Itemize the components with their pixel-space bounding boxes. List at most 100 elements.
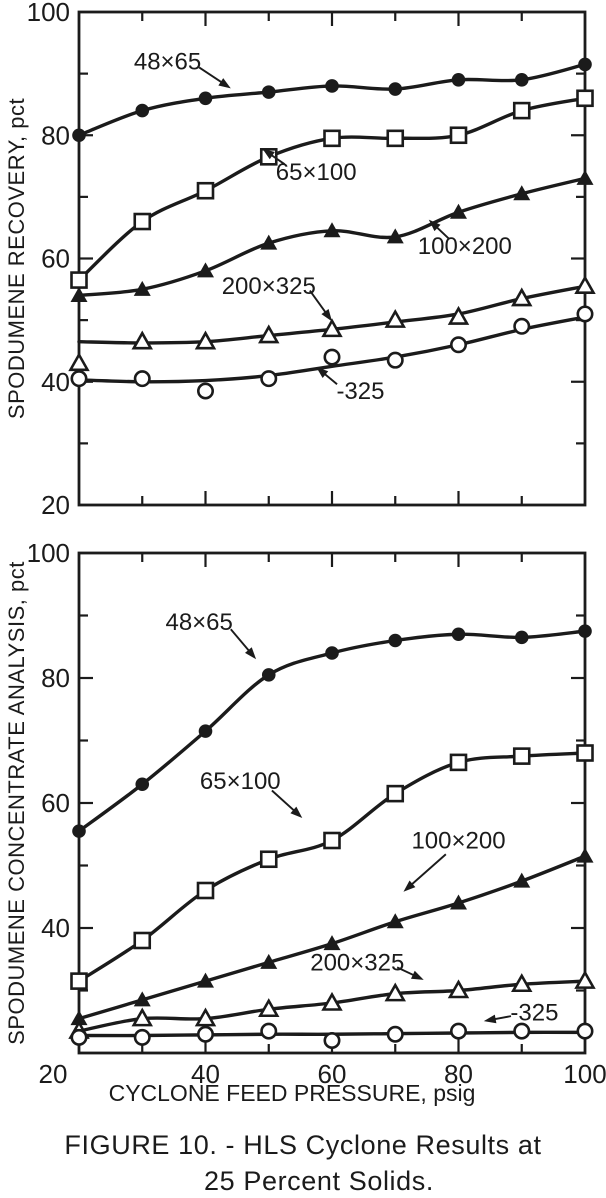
marker-open-triangle <box>194 1007 217 1027</box>
marker-filled-triangle <box>197 972 214 988</box>
marker-filled-circle <box>514 72 529 87</box>
marker-filled-circle <box>135 103 150 118</box>
marker-open-triangle <box>447 979 470 999</box>
marker-open-triangle <box>321 318 343 338</box>
marker-open-circle <box>449 336 467 354</box>
series-curve--325 <box>77 315 587 384</box>
marker-open-square <box>196 181 215 200</box>
marker-filled-triangle <box>70 1010 88 1026</box>
series-label--325: -325 <box>336 378 384 405</box>
marker-open-square <box>196 881 215 900</box>
annotation-arrowhead <box>245 647 257 660</box>
recovery-plot: 100 80 60 40 20 SPODUMENE RECOVERY, pct 48×65 6… <box>4 0 596 520</box>
marker-filled-circle <box>578 57 592 72</box>
marker-filled-circle <box>578 624 592 638</box>
marker-open-circle <box>386 351 404 369</box>
marker-filled-triangle <box>513 872 531 888</box>
annotation-arrowhead <box>262 148 275 160</box>
marker-filled-circle <box>135 777 150 792</box>
annotation-arrowhead <box>218 78 231 89</box>
marker-filled-triangle <box>133 991 151 1007</box>
marker-open-circle <box>133 370 151 388</box>
marker-filled-circle <box>451 72 466 87</box>
y-tick-label: 40 <box>41 367 70 397</box>
marker-open-triangle <box>511 973 533 993</box>
marker-filled-triangle <box>133 280 151 296</box>
marker-open-triangle <box>447 305 470 325</box>
marker-open-square <box>133 212 152 231</box>
marker-filled-triangle <box>450 894 467 910</box>
marker-open-square <box>449 753 468 772</box>
marker-open-circle <box>513 317 531 335</box>
y-tick-label: 100 <box>27 0 70 27</box>
series-label-200×325: 200×325 <box>310 949 404 976</box>
marker-open-circle <box>197 382 215 400</box>
marker-filled-triangle <box>323 935 341 951</box>
annotation-arrowhead <box>321 309 332 322</box>
y-tick-label: 100 <box>27 538 70 568</box>
annotation-arrowhead <box>483 1014 497 1024</box>
marker-open-triangle <box>574 275 596 295</box>
marker-filled-triangle <box>260 234 278 250</box>
annotation-arrow <box>407 853 447 889</box>
marker-open-circle <box>513 1022 531 1040</box>
marker-open-square <box>323 831 341 850</box>
marker-filled-triangle <box>513 185 531 201</box>
marker-filled-triangle <box>576 169 594 185</box>
marker-filled-triangle <box>450 203 467 219</box>
marker-open-circle <box>70 370 88 388</box>
series-label-200×325: 200×325 <box>222 273 316 300</box>
marker-open-square <box>386 784 405 803</box>
marker-open-square <box>70 972 88 990</box>
annotation-arrowhead <box>428 219 441 232</box>
series-label--325: -325 <box>510 999 558 1026</box>
marker-filled-circle <box>198 724 213 738</box>
marker-open-circle <box>260 370 278 388</box>
x-tick-label: 40 <box>191 1059 220 1089</box>
plot-border <box>77 551 587 1055</box>
series-label-100×200: 100×200 <box>418 233 512 260</box>
marker-open-triangle <box>321 991 343 1011</box>
marker-open-triangle <box>258 324 280 344</box>
marker-open-circle <box>133 1028 151 1046</box>
marker-open-square <box>259 850 278 869</box>
y-tick-label: 60 <box>41 788 70 818</box>
x-tick-label: 20 <box>39 1059 68 1089</box>
annotation-arrowhead <box>410 970 424 980</box>
y-tick-label: 20 <box>41 490 70 520</box>
marker-open-triangle <box>384 982 406 1002</box>
marker-filled-triangle <box>197 262 214 278</box>
marker-open-circle <box>70 1028 88 1046</box>
marker-filled-triangle <box>386 228 404 244</box>
marker-open-circle <box>449 1022 467 1040</box>
x-tick-label: 100 <box>563 1059 606 1089</box>
marker-open-triangle <box>258 998 280 1018</box>
y-tick-label: 40 <box>41 913 70 943</box>
marker-open-circle <box>576 305 594 323</box>
marker-open-square <box>512 747 531 765</box>
marker-filled-circle <box>261 668 276 682</box>
figure-caption-line-1: FIGURE 10. - HLS Cyclone Results at <box>64 1130 542 1160</box>
marker-filled-circle <box>325 646 339 660</box>
marker-open-triangle <box>131 330 153 350</box>
y-tick-label: 60 <box>41 244 70 274</box>
series-label-48×65: 48×65 <box>165 609 232 636</box>
annotation-arrowhead <box>290 806 303 818</box>
marker-open-square <box>323 129 341 148</box>
marker-filled-triangle <box>70 286 88 302</box>
marker-filled-circle <box>72 128 86 143</box>
marker-open-square <box>70 271 88 289</box>
y-axis-title: SPODUMENE RECOVERY, pct <box>4 98 29 419</box>
marker-open-circle <box>197 1025 215 1043</box>
marker-open-triangle <box>194 330 217 350</box>
series-label-48×65: 48×65 <box>134 48 201 75</box>
series-label-65×100: 65×100 <box>200 768 281 795</box>
x-tick-label: 60 <box>318 1059 347 1089</box>
marker-open-square <box>449 126 468 145</box>
y-tick-label: 80 <box>41 663 70 693</box>
marker-open-triangle <box>574 969 596 989</box>
marker-open-triangle <box>131 1007 153 1027</box>
